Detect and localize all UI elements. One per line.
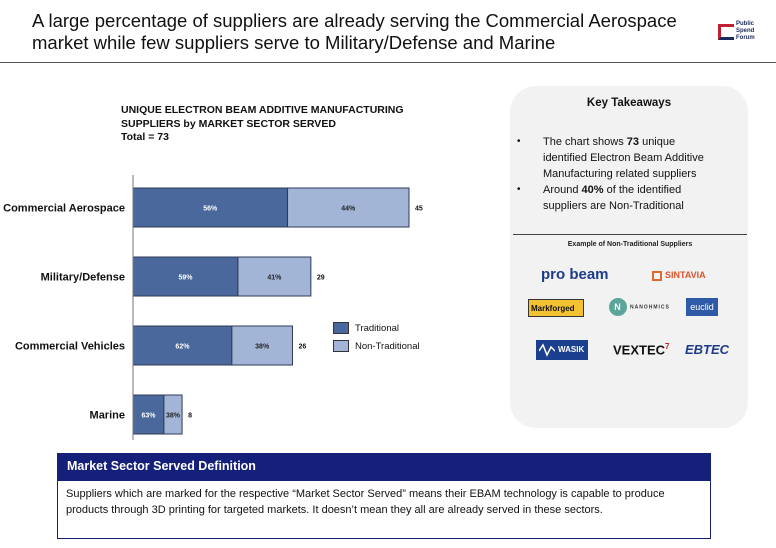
data-label-total: 45 — [415, 206, 423, 213]
ebtec-logo: EBTEC — [685, 342, 730, 357]
data-label-non-traditional: 38% — [255, 344, 270, 351]
bar-non-traditional — [163, 394, 183, 435]
legend-item-traditional: Traditional — [333, 321, 420, 335]
legend-label-traditional: Traditional — [355, 322, 400, 334]
takeaways-divider — [513, 234, 747, 235]
chart-title-line-2: SUPPLIERS by MARKET SECTOR SERVED — [121, 117, 336, 130]
bar-traditional — [132, 394, 165, 435]
nanohmics-logo: N NANOHMICS — [609, 298, 670, 316]
data-label-non-traditional: 38% — [166, 413, 181, 420]
wasik-logo: WASIK — [536, 340, 588, 360]
title-divider — [0, 62, 776, 63]
chart-total: Total = 73 — [121, 131, 169, 143]
euclid-logo: euclid — [686, 298, 718, 316]
data-label-traditional: 63% — [141, 413, 156, 420]
bar-non-traditional — [287, 187, 410, 228]
legend-swatch-traditional — [333, 322, 349, 334]
wasik-icon — [539, 343, 555, 357]
chart-title: UNIQUE ELECTRON BEAM ADDITIVE MANUFACTUR… — [121, 104, 404, 145]
category-label: Commercial Aerospace — [3, 203, 125, 215]
data-label-total: 26 — [298, 344, 306, 351]
nanohmics-icon: N — [609, 298, 627, 316]
bar-non-traditional — [237, 256, 312, 297]
bar-traditional — [132, 256, 239, 297]
page-title: A large percentage of suppliers are alre… — [32, 10, 677, 53]
probeam-logo: pro beam — [541, 266, 609, 283]
data-label-non-traditional: 41% — [267, 275, 282, 282]
legend-swatch-non-traditional — [333, 340, 349, 352]
chart-title-line-1: UNIQUE ELECTRON BEAM ADDITIVE MANUFACTUR… — [121, 104, 404, 116]
bar-non-traditional — [231, 325, 293, 366]
public-spend-forum-logo: Public Spend Forum — [718, 20, 770, 50]
category-label: Commercial Vehicles — [15, 341, 125, 353]
key-takeaways-list: The chart shows 73 unique identified Ele… — [517, 134, 717, 214]
takeaway-item: The chart shows 73 unique identified Ele… — [517, 134, 717, 182]
key-takeaways-title: Key Takeaways — [586, 97, 672, 109]
bar-traditional — [132, 187, 289, 228]
markforged-logo: Markforged — [528, 299, 584, 317]
logo-mark-icon — [718, 24, 734, 40]
chart-legend: Traditional Non-Traditional — [333, 321, 420, 357]
category-label: Military/Defense — [41, 272, 125, 284]
data-label-non-traditional: 44% — [341, 206, 356, 213]
legend-item-non-traditional: Non-Traditional — [333, 339, 420, 353]
sintavia-icon — [652, 270, 662, 281]
definition-header: Market Sector Served Definition — [57, 453, 711, 481]
vextec-logo: VEXTEC7 — [613, 342, 670, 358]
data-label-traditional: 62% — [175, 344, 190, 351]
data-label-traditional: 56% — [203, 206, 218, 213]
stacked-bar-chart: 56% 44% 45 Commercial Aerospace 59% 41% 29 Mili… — [3, 175, 423, 440]
legend-label-non-traditional: Non-Traditional — [355, 340, 420, 352]
data-label-total: 8 — [188, 413, 192, 420]
sintavia-logo: SINTAVIA — [652, 270, 706, 281]
definition-body: Suppliers which are marked for the respe… — [57, 481, 711, 539]
bar-traditional — [132, 325, 233, 366]
data-label-total: 29 — [317, 275, 325, 282]
category-label: Marine — [90, 410, 125, 422]
data-label-traditional: 59% — [178, 275, 193, 282]
examples-title: Example of Non-Traditional Suppliers — [567, 241, 693, 248]
logo-text: Public Spend Forum — [736, 21, 755, 41]
takeaway-item: Around 40% of the identified suppliers a… — [517, 182, 717, 214]
